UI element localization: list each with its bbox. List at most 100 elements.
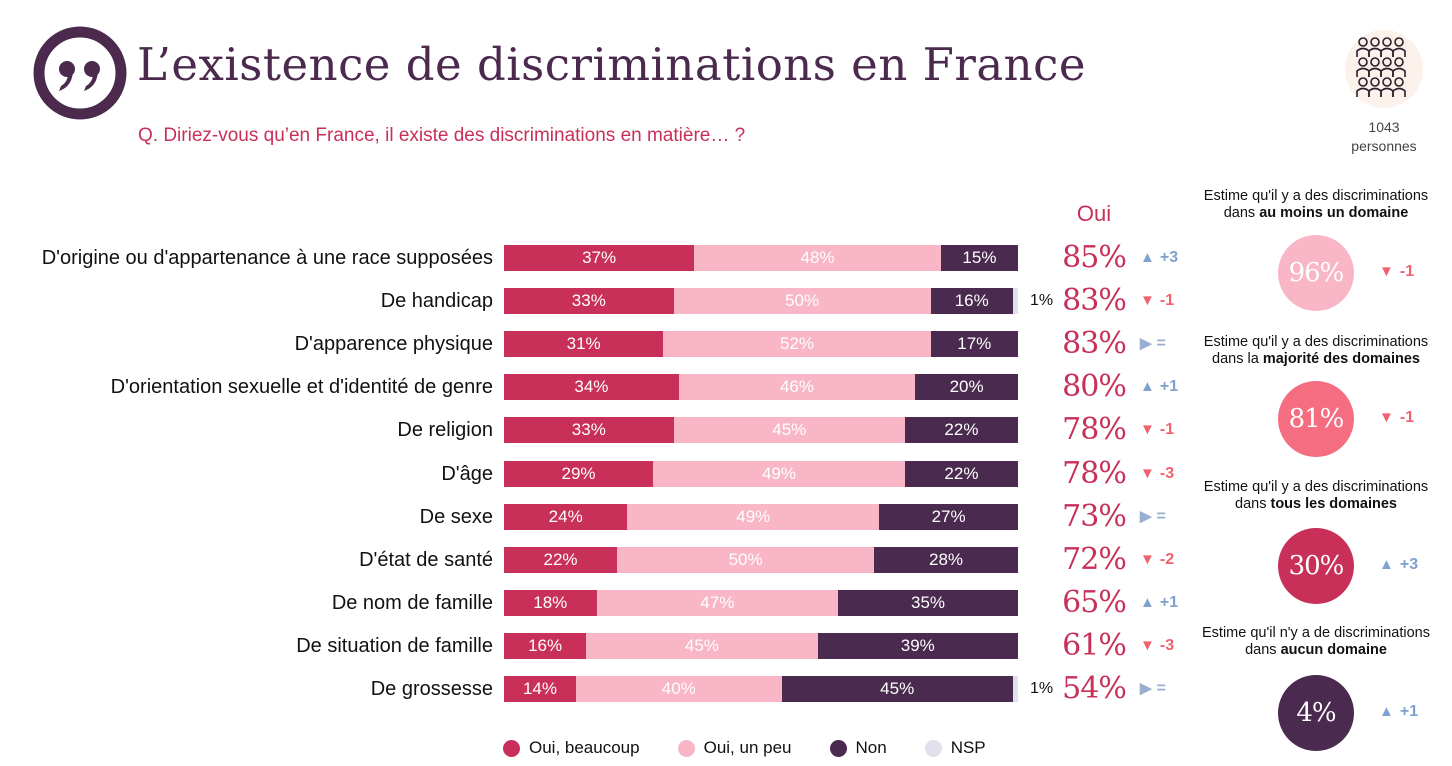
stacked-bar: 16% 45% 39% — [504, 632, 1018, 659]
stacked-bar: 33% 50% 16% — [504, 288, 1018, 315]
legend-swatch — [924, 739, 942, 757]
oui-total: 72% — [1062, 541, 1127, 577]
stat-caption: Estime qu'il y a des discriminations dans… — [1190, 334, 1442, 368]
trend-delta-value: -2 — [1159, 550, 1175, 568]
segment-non: 28% — [874, 546, 1018, 573]
trend-delta-value: = — [1156, 335, 1166, 353]
legend-item: Oui, un peu — [677, 738, 792, 758]
chart-row: De grossesse 14% 40% 45% 1% 54% ▶ = — [0, 671, 1200, 706]
trend-delta: ▶ = — [1140, 331, 1166, 357]
category-label: D'âge — [441, 462, 493, 485]
trend-delta-value: -3 — [1159, 636, 1175, 654]
category-label: De religion — [397, 419, 493, 442]
stat-delta: ▲ +1 — [1379, 703, 1418, 721]
category-label: De sexe — [419, 505, 493, 528]
triangle-down-icon: ▼ — [1140, 421, 1155, 439]
segment-oui-un-peu: 47% — [596, 589, 839, 616]
segment-oui-beaucoup: 14% — [504, 676, 576, 702]
trend-delta: ▲ +1 — [1140, 374, 1178, 400]
segment-oui-un-peu: 50% — [617, 546, 875, 573]
stat-caption-prefix: dans la — [1212, 351, 1263, 367]
stat-delta-value: -1 — [1399, 263, 1415, 280]
trend-delta: ▼ -2 — [1140, 547, 1174, 573]
chart-legend: Oui, beaucoup Oui, un peu Non NSP — [503, 738, 1024, 758]
segment-oui-un-peu: 49% — [653, 460, 905, 487]
stat-caption-line: Estime qu'il y a des discriminations — [1203, 334, 1429, 350]
trend-delta-value: = — [1156, 680, 1166, 697]
legend-item: NSP — [924, 738, 986, 758]
segment-nsp — [1012, 676, 1018, 702]
stat-value-circle: 81% — [1278, 381, 1354, 457]
oui-total: 80% — [1062, 369, 1127, 405]
segment-non: 15% — [940, 245, 1018, 271]
oui-column-header: Oui — [1076, 201, 1112, 226]
trend-delta: ▲ +1 — [1140, 590, 1178, 616]
triangle-right-icon: ▶ — [1140, 680, 1152, 697]
segment-oui-beaucoup: 16% — [504, 632, 587, 659]
stat-delta-value: +3 — [1399, 556, 1419, 573]
triangle-up-icon: ▲ — [1140, 249, 1155, 266]
triangle-down-icon: ▼ — [1140, 464, 1155, 482]
segment-nsp — [1012, 288, 1018, 315]
oui-total: 78% — [1062, 412, 1127, 448]
trend-delta: ▼ -3 — [1140, 633, 1174, 659]
segment-non: 17% — [930, 331, 1018, 358]
segment-oui-un-peu: 48% — [694, 245, 941, 271]
segment-oui-un-peu: 40% — [575, 676, 782, 702]
trend-delta-value: -1 — [1159, 421, 1175, 439]
stat-caption-emphasis: aucun domaine — [1280, 642, 1387, 658]
segment-oui-beaucoup: 24% — [504, 503, 628, 530]
segment-oui-un-peu: 46% — [678, 374, 916, 401]
page-title: L’existence de discriminations en France — [137, 38, 1086, 91]
segment-oui-beaucoup: 33% — [504, 288, 674, 315]
legend-label: NSP — [950, 738, 986, 757]
trend-delta-value: -1 — [1159, 292, 1175, 310]
chart-row: D'état de santé 22% 50% 28% 72% ▼ -2 — [0, 542, 1200, 577]
triangle-right-icon: ▶ — [1140, 335, 1152, 353]
segment-oui-un-peu: 52% — [663, 331, 931, 358]
trend-delta-value: +1 — [1159, 593, 1179, 611]
oui-total: 83% — [1062, 283, 1127, 319]
legend-swatch — [829, 739, 847, 757]
segment-oui-un-peu: 45% — [586, 632, 818, 659]
segment-non: 22% — [904, 460, 1018, 487]
segment-oui-beaucoup: 34% — [504, 374, 679, 401]
stacked-bar: 18% 47% 35% — [504, 589, 1018, 616]
stat-caption-emphasis: majorité des domaines — [1262, 351, 1420, 367]
stat-caption-line: Estime qu'il n'y a de discriminations — [1202, 625, 1430, 641]
trend-delta: ▶ = — [1140, 676, 1166, 702]
triangle-up-icon: ▲ — [1379, 556, 1394, 573]
chart-row: De nom de famille 18% 47% 35% 65% ▲ +1 — [0, 585, 1200, 620]
chart-row: De sexe 24% 49% 27% 73% ▶ = — [0, 499, 1200, 534]
category-label: D'orientation sexuelle et d'identité de … — [110, 376, 493, 399]
sample-unit: personnes — [1351, 138, 1417, 154]
stat-delta: ▲ +3 — [1379, 556, 1418, 574]
stat-caption-prefix: dans — [1235, 496, 1271, 512]
trend-delta: ▼ -3 — [1140, 461, 1174, 487]
stat-caption-line: dans la majorité des domaines — [1190, 351, 1442, 368]
oui-total: 83% — [1062, 326, 1127, 362]
stat-delta-value: +1 — [1399, 703, 1419, 720]
stacked-bar: 29% 49% 22% — [504, 460, 1018, 487]
stacked-bar: 14% 40% 45% — [504, 676, 1018, 702]
trend-delta: ▲ +3 — [1140, 245, 1178, 271]
category-label: De situation de famille — [296, 634, 493, 657]
stat-value-circle: 30% — [1278, 528, 1354, 604]
stacked-bar: 31% 52% 17% — [504, 331, 1018, 358]
stat-caption: Estime qu'il y a des discriminations dans… — [1190, 188, 1442, 222]
segment-non: 35% — [838, 589, 1018, 616]
stat-value-circle: 96% — [1278, 235, 1354, 311]
trend-delta: ▶ = — [1140, 504, 1166, 530]
segment-oui-beaucoup: 37% — [504, 245, 695, 271]
sample-size: 1043 personnes — [1334, 118, 1434, 156]
oui-total: 61% — [1062, 627, 1127, 663]
segment-oui-un-peu: 49% — [627, 503, 880, 530]
stat-caption-prefix: dans — [1223, 205, 1260, 221]
triangle-down-icon: ▼ — [1140, 292, 1155, 310]
segment-oui-beaucoup: 31% — [504, 331, 664, 358]
stat-caption-line: Estime qu'il y a des discriminations — [1203, 479, 1429, 495]
question-text: Q. Diriez-vous qu’en France, il existe d… — [138, 125, 746, 146]
stat-caption-emphasis: au moins un domaine — [1259, 205, 1409, 221]
quote-icon — [33, 26, 127, 120]
stat-delta-value: -1 — [1399, 409, 1415, 426]
